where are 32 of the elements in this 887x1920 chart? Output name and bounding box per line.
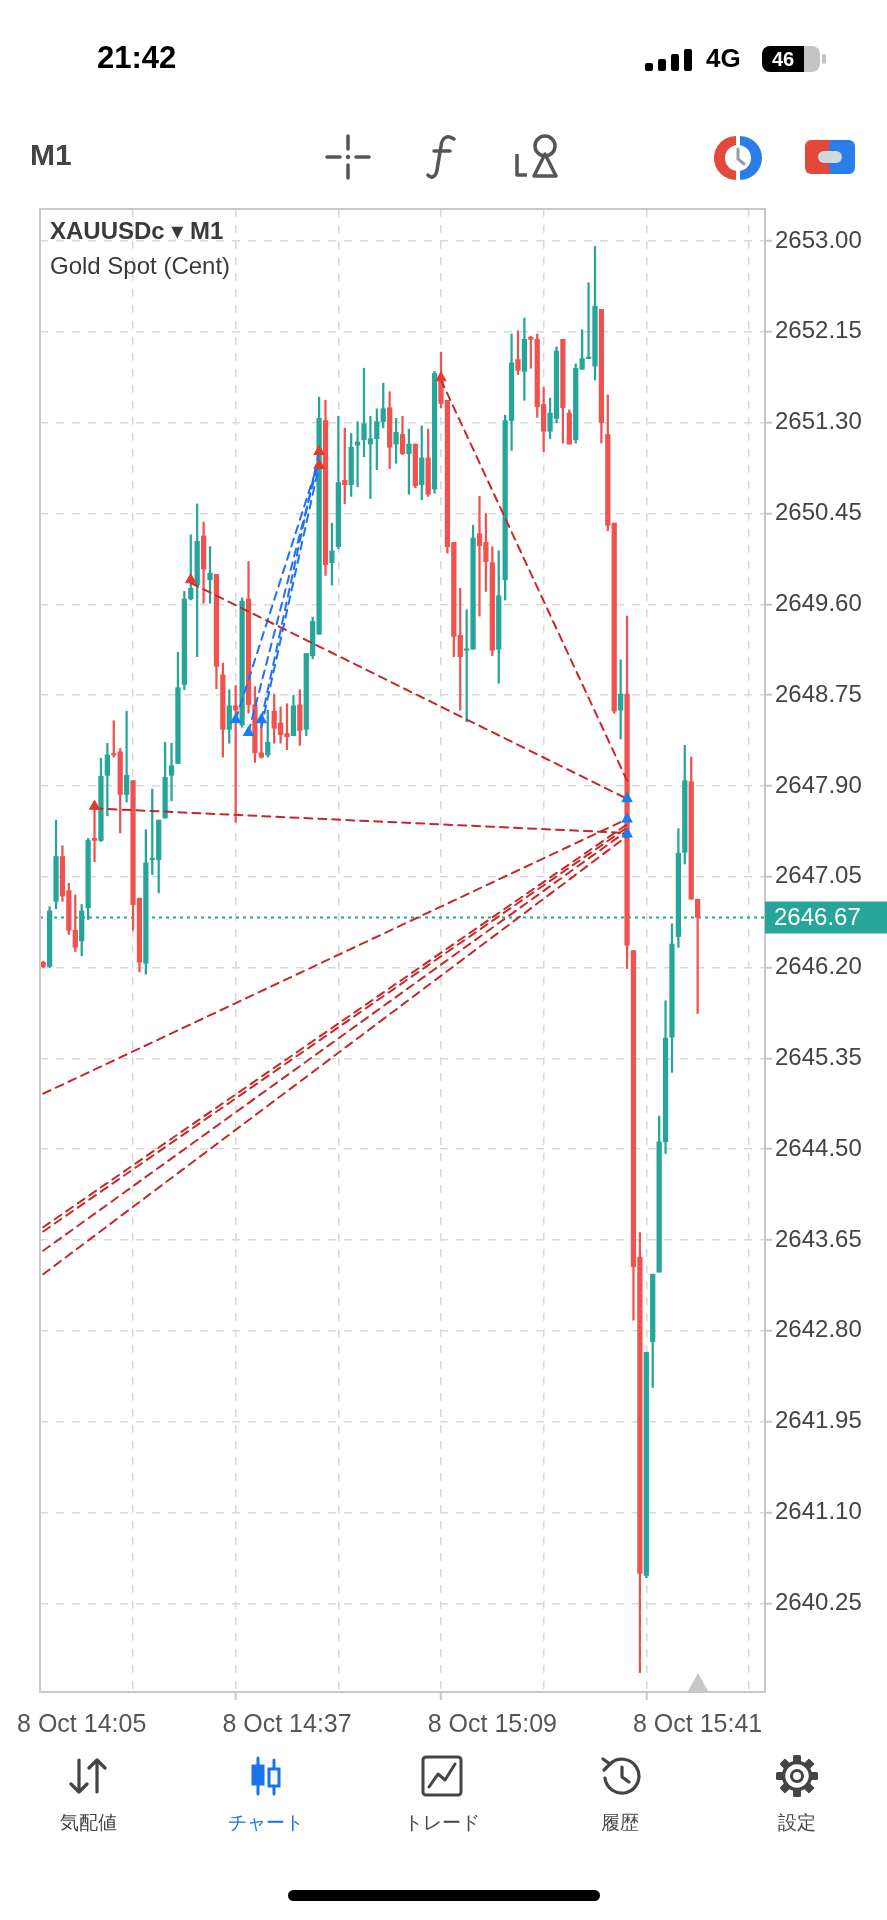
y-tick-label: 2641.95 bbox=[775, 1406, 862, 1434]
x-tick-label: 8 Oct 15:41 bbox=[633, 1708, 763, 1737]
text: 気配値 bbox=[58, 1812, 118, 1834]
text: Gold Spot (Cent) bbox=[50, 252, 231, 280]
y-tick-label: 2653.00 bbox=[775, 225, 862, 253]
text: 21:42 bbox=[97, 40, 177, 76]
text: 設定 bbox=[777, 1812, 817, 1834]
y-tick-label: 2649.60 bbox=[775, 588, 862, 616]
x-tick-label: 8 Oct 15:09 bbox=[427, 1708, 557, 1737]
text: チャート bbox=[227, 1812, 305, 1834]
text: M1 bbox=[30, 138, 72, 173]
y-tick-label: 2643.65 bbox=[775, 1224, 862, 1252]
text: 46 bbox=[762, 48, 804, 71]
ref-line-label: 2646.67 bbox=[774, 903, 861, 930]
y-tick-label: 2652.15 bbox=[775, 316, 862, 344]
y-tick-label: 2651.30 bbox=[775, 407, 862, 435]
y-tick-label: 2640.25 bbox=[775, 1587, 862, 1615]
x-tick-label: 8 Oct 14:37 bbox=[222, 1708, 352, 1737]
y-tick-label: 2648.75 bbox=[775, 679, 862, 707]
y-tick-label: 2645.35 bbox=[775, 1043, 862, 1071]
y-tick-label: 2646.20 bbox=[775, 952, 862, 980]
x-tick-label: 8 Oct 14:05 bbox=[17, 1708, 147, 1737]
chart-title: XAUUSDc ▾ M1 bbox=[50, 217, 224, 245]
text: 履歴 bbox=[600, 1812, 640, 1834]
y-tick-label: 2650.45 bbox=[775, 498, 862, 526]
y-tick-label: 2642.80 bbox=[775, 1315, 862, 1343]
text: トレード bbox=[403, 1812, 481, 1834]
y-tick-label: 2647.90 bbox=[775, 770, 862, 798]
y-tick-label: 2641.10 bbox=[775, 1497, 862, 1525]
y-tick-label: 2647.05 bbox=[775, 861, 862, 889]
text: 4G bbox=[706, 43, 741, 74]
y-tick-label: 2644.50 bbox=[775, 1133, 862, 1161]
